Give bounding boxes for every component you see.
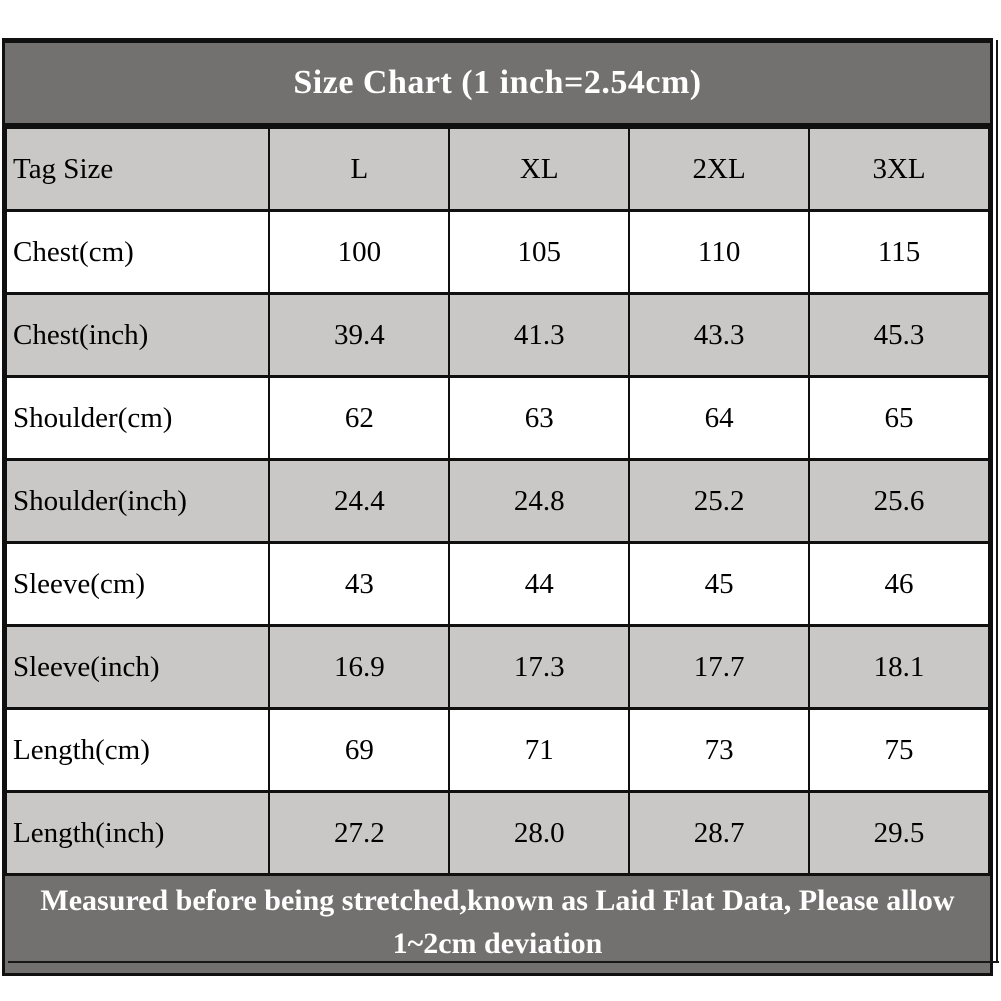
cell-value: 24.8 (448, 458, 631, 544)
cell-value: 65 (808, 375, 990, 461)
cell-value: 29.5 (808, 790, 990, 876)
row-label: Sleeve(inch) (4, 624, 271, 710)
cell-value: 43.3 (628, 292, 811, 378)
row-label: Chest(cm) (4, 209, 271, 295)
table-row-sleeve-inch: Sleeve(inch) 16.9 17.3 17.7 18.1 (4, 624, 990, 710)
table-row-chest-inch: Chest(inch) 39.4 41.3 43.3 45.3 (4, 292, 990, 378)
cell-value: 28.0 (448, 790, 631, 876)
row-label: Shoulder(cm) (4, 375, 271, 461)
cell-value: 110 (628, 209, 811, 295)
cell-value: 100 (268, 209, 451, 295)
table-row-shoulder-inch: Shoulder(inch) 24.4 24.8 25.2 25.6 (4, 458, 990, 544)
frame-shadow-line-bottom (8, 961, 999, 963)
cell-value: 17.3 (448, 624, 631, 710)
table-row-length-inch: Length(inch) 27.2 28.0 28.7 29.5 (4, 790, 990, 876)
cell-value: 41.3 (448, 292, 631, 378)
cell-value: 43 (268, 541, 451, 627)
row-label: Shoulder(inch) (4, 458, 271, 544)
cell-value: 24.4 (268, 458, 451, 544)
cell-value: 39.4 (268, 292, 451, 378)
header-row: Tag Size L XL 2XL 3XL (4, 126, 990, 212)
table-title: Size Chart (1 inch=2.54cm) (293, 64, 702, 101)
table-footer-bar: Measured before being stretched,known as… (5, 876, 990, 974)
cell-value: 73 (628, 707, 811, 793)
table-title-bar: Size Chart (1 inch=2.54cm) (5, 43, 990, 126)
frame-shadow-line-right (996, 40, 998, 961)
row-label: Length(inch) (4, 790, 271, 876)
cell-value: 25.2 (628, 458, 811, 544)
header-cell-size-xl: XL (448, 126, 631, 212)
cell-value: 45.3 (808, 292, 990, 378)
table-row-shoulder-cm: Shoulder(cm) 62 63 64 65 (4, 375, 990, 461)
cell-value: 75 (808, 707, 990, 793)
cell-value: 44 (448, 541, 631, 627)
header-cell-size-3xl: 3XL (808, 126, 990, 212)
header-cell-tag-size: Tag Size (4, 126, 271, 212)
size-chart-table: Size Chart (1 inch=2.54cm) Tag Size L XL… (2, 38, 993, 977)
table-row-chest-cm: Chest(cm) 100 105 110 115 (4, 209, 990, 295)
cell-value: 17.7 (628, 624, 811, 710)
table-row-sleeve-cm: Sleeve(cm) 43 44 45 46 (4, 541, 990, 627)
header-cell-size-l: L (268, 126, 451, 212)
cell-value: 62 (268, 375, 451, 461)
row-label: Length(cm) (4, 707, 271, 793)
cell-value: 64 (628, 375, 811, 461)
footer-note: Measured before being stretched,known as… (40, 884, 955, 960)
cell-value: 71 (448, 707, 631, 793)
size-table: Tag Size L XL 2XL 3XL Chest(cm) 100 105 … (4, 126, 990, 876)
cell-value: 45 (628, 541, 811, 627)
cell-value: 28.7 (628, 790, 811, 876)
cell-value: 105 (448, 209, 631, 295)
cell-value: 63 (448, 375, 631, 461)
table-row-length-cm: Length(cm) 69 71 73 75 (4, 707, 990, 793)
row-label: Chest(inch) (4, 292, 271, 378)
cell-value: 46 (808, 541, 990, 627)
cell-value: 16.9 (268, 624, 451, 710)
cell-value: 18.1 (808, 624, 990, 710)
row-label: Sleeve(cm) (4, 541, 271, 627)
cell-value: 25.6 (808, 458, 990, 544)
cell-value: 115 (808, 209, 990, 295)
cell-value: 27.2 (268, 790, 451, 876)
cell-value: 69 (268, 707, 451, 793)
header-cell-size-2xl: 2XL (628, 126, 811, 212)
